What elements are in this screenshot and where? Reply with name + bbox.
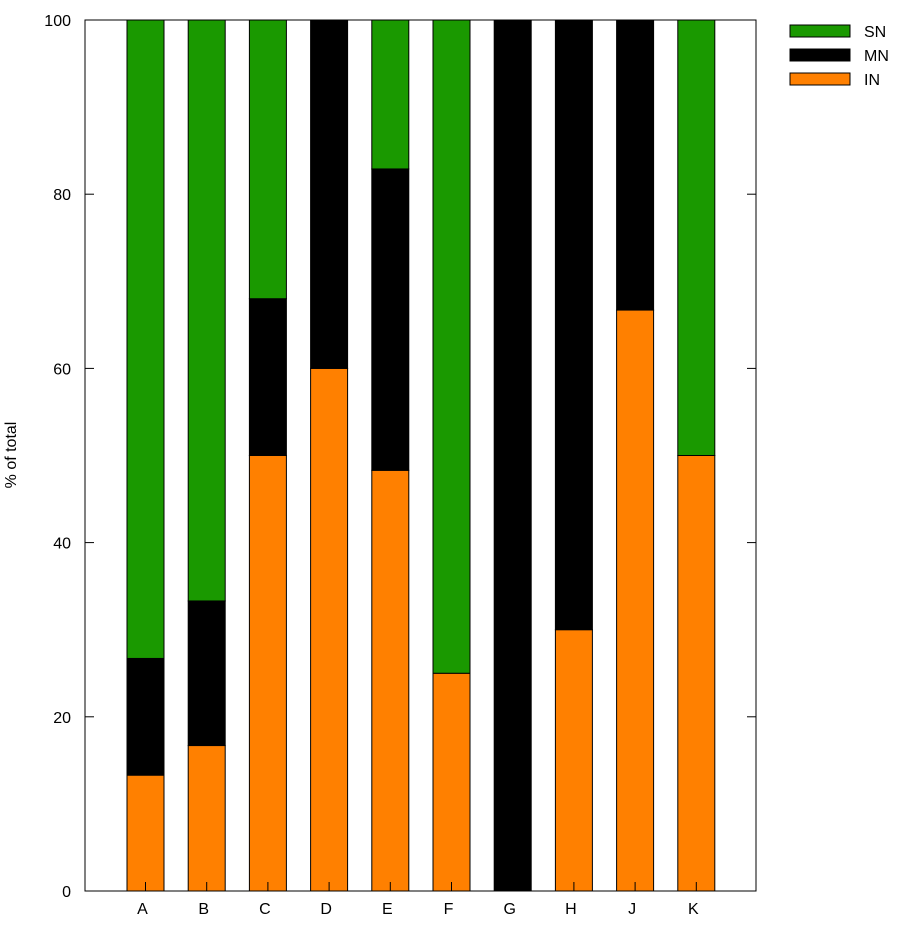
bar-G-MN	[493, 19, 532, 892]
bar-H-MN	[554, 19, 593, 631]
y-tick-label: 100	[44, 13, 71, 30]
y-tick-label: 40	[53, 536, 71, 553]
y-axis: 0 20 40 60 80 100	[44, 13, 756, 901]
bar-B-SN	[187, 19, 226, 602]
x-tick-label-B: B	[198, 901, 209, 918]
x-tick-label-E: E	[382, 901, 393, 918]
bar-A-SN	[126, 19, 165, 659]
bar-D-MN	[310, 19, 349, 369]
bar-J-MN	[616, 19, 655, 311]
bar-E-IN	[371, 469, 410, 892]
bar-C-MN	[248, 298, 287, 456]
bar-E-MN	[371, 168, 410, 471]
x-tick-label-J: J	[628, 901, 636, 918]
x-tick-label-A: A	[137, 901, 148, 918]
legend-label-SN: SN	[864, 24, 886, 41]
legend-swatch-MN	[789, 48, 851, 62]
legend-label-MN: MN	[864, 48, 889, 65]
bar-E-SN	[371, 19, 410, 170]
y-axis-label: % of total	[3, 422, 20, 489]
plot-frame	[84, 19, 757, 892]
legend-label-IN: IN	[864, 72, 880, 89]
bar-K-SN	[677, 19, 716, 456]
legend-swatch-IN	[789, 72, 851, 86]
y-tick-label: 80	[53, 187, 71, 204]
legend: SN MN IN	[789, 24, 889, 89]
bar-B-MN	[187, 600, 226, 747]
bar-H-IN	[554, 629, 593, 892]
bar-F-IN	[432, 672, 471, 892]
y-tick-label: 0	[62, 884, 71, 901]
y-tick-label: 20	[53, 710, 71, 727]
bar-D-IN	[310, 367, 349, 892]
bar-K-IN	[677, 455, 716, 892]
x-tick-label-C: C	[259, 901, 271, 918]
bar-C-IN	[248, 455, 287, 892]
bars-layer	[126, 19, 716, 892]
bar-A-IN	[126, 774, 165, 892]
bar-A-MN	[126, 657, 165, 776]
bar-J-IN	[616, 309, 655, 892]
bar-F-SN	[432, 19, 471, 674]
bar-B-IN	[187, 745, 226, 892]
bar-C-SN	[248, 19, 287, 300]
legend-swatch-SN	[789, 24, 851, 38]
x-tick-label-F: F	[444, 901, 454, 918]
x-tick-label-K: K	[688, 901, 699, 918]
x-tick-label-D: D	[320, 901, 332, 918]
x-tick-label-G: G	[503, 901, 515, 918]
x-tick-label-H: H	[565, 901, 577, 918]
y-tick-label: 60	[53, 361, 71, 378]
